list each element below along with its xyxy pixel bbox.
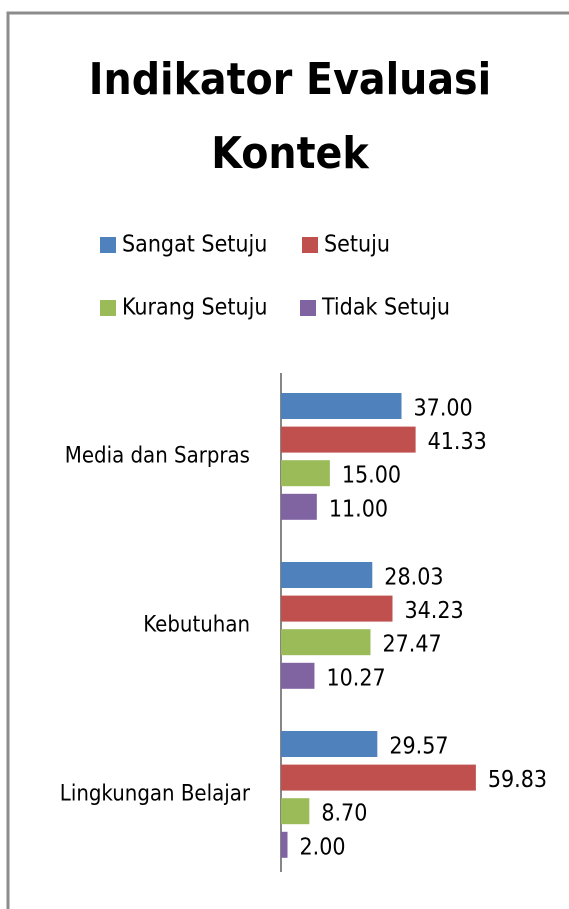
data-label: 29.57 xyxy=(389,734,448,760)
data-label: 2.00 xyxy=(300,834,346,860)
data-label: 41.33 xyxy=(428,429,487,455)
bar xyxy=(281,426,416,453)
data-label: 34.23 xyxy=(404,598,463,624)
bar xyxy=(281,493,317,520)
bar xyxy=(281,629,371,656)
legend-label: Tidak Setuju xyxy=(321,295,450,321)
data-label: 11.00 xyxy=(329,496,388,522)
bar xyxy=(281,595,393,622)
data-label: 27.47 xyxy=(382,632,441,658)
bar xyxy=(281,460,330,487)
data-label: 59.83 xyxy=(488,767,547,793)
chart-title: Indikator Evaluasi xyxy=(89,54,491,105)
chart-title: Kontek xyxy=(211,128,370,179)
bar xyxy=(281,831,288,858)
legend-swatch xyxy=(300,300,316,316)
bar xyxy=(281,562,373,588)
legend-label: Sangat Setuju xyxy=(122,232,267,258)
data-label: 37.00 xyxy=(414,396,473,422)
data-label: 15.00 xyxy=(342,463,401,489)
legend-swatch xyxy=(100,237,116,253)
legend-label: Setuju xyxy=(324,232,390,258)
chart-border xyxy=(6,11,569,909)
legend-swatch xyxy=(302,237,318,253)
y-tick-label: Kebutuhan xyxy=(143,612,250,637)
bar xyxy=(281,798,310,825)
y-tick-label: Media dan Sarpras xyxy=(65,443,250,468)
data-label: 8.70 xyxy=(321,801,367,827)
bar xyxy=(281,662,315,689)
data-label: 28.03 xyxy=(384,565,443,591)
bar xyxy=(281,731,378,757)
bar xyxy=(281,764,476,791)
bar xyxy=(281,393,402,419)
legend-label: Kurang Setuju xyxy=(122,295,268,321)
legend-swatch xyxy=(100,300,116,316)
y-tick-label: Lingkungan Belajar xyxy=(60,781,251,806)
data-label: 10.27 xyxy=(326,665,385,691)
